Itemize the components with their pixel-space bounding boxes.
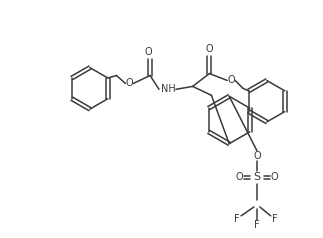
Text: F: F xyxy=(272,214,277,224)
Text: O: O xyxy=(235,172,243,182)
Text: O: O xyxy=(227,75,235,85)
Text: O: O xyxy=(144,47,152,57)
Text: S: S xyxy=(253,172,260,182)
Text: F: F xyxy=(254,220,260,230)
Text: F: F xyxy=(234,214,240,224)
Text: O: O xyxy=(253,151,261,161)
Text: O: O xyxy=(271,172,278,182)
Text: NH: NH xyxy=(161,84,175,94)
Text: O: O xyxy=(206,44,213,54)
Text: O: O xyxy=(126,78,133,89)
